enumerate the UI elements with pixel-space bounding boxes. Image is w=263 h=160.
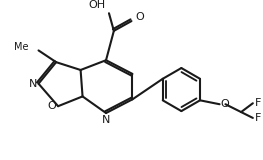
- Text: OH: OH: [88, 0, 105, 10]
- Text: O: O: [48, 101, 57, 111]
- Text: F: F: [255, 113, 261, 123]
- Text: O: O: [135, 12, 144, 22]
- Text: N: N: [102, 115, 110, 125]
- Text: N: N: [28, 79, 37, 89]
- Text: F: F: [255, 98, 261, 108]
- Text: Me: Me: [14, 43, 29, 52]
- Text: O: O: [220, 99, 229, 109]
